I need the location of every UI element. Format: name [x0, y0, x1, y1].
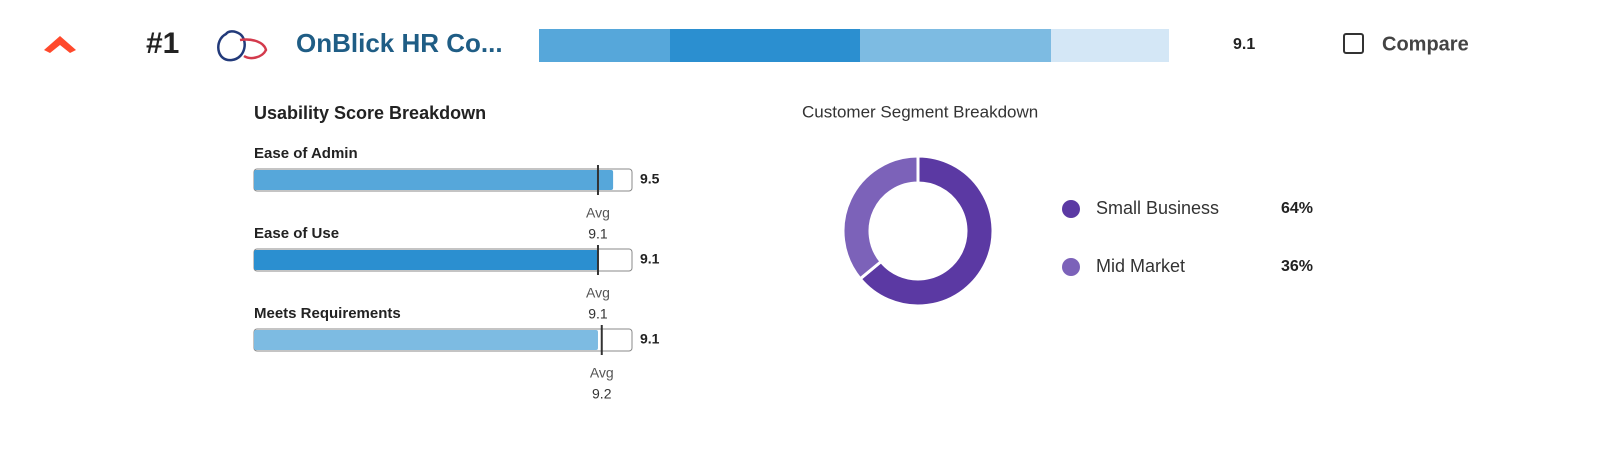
bar: [254, 250, 598, 270]
donut-segment: [858, 154, 995, 308]
metric-label: Ease of Admin: [254, 145, 358, 162]
legend-label: Small Business: [1096, 198, 1219, 218]
usability-title: Usability Score Breakdown: [254, 103, 486, 123]
overall-score-bar: [539, 29, 1169, 62]
legend-dot: [1062, 258, 1080, 276]
avg-label: Avg: [586, 285, 610, 301]
segment-percent: 36%: [1281, 258, 1313, 275]
avg-label: Avg: [586, 205, 610, 221]
upvote-icon[interactable]: [44, 36, 76, 53]
bar: [254, 330, 598, 350]
legend-dot: [1062, 200, 1080, 218]
donut-segment: [841, 154, 920, 281]
avg-value: 9.1: [588, 306, 608, 322]
rank: #1: [146, 27, 179, 60]
avg-label: Avg: [590, 365, 614, 381]
metric-label: Meets Requirements: [254, 305, 401, 322]
compare-label[interactable]: Compare: [1382, 33, 1469, 55]
overall-score: 9.1: [1233, 36, 1255, 53]
bar: [254, 170, 614, 190]
metric-label: Ease of Use: [254, 225, 339, 242]
avg-value: 9.1: [588, 226, 608, 242]
legend-label: Mid Market: [1096, 256, 1185, 276]
segment-percent: 64%: [1281, 200, 1313, 217]
score-segment: [1051, 29, 1169, 62]
metric-score: 9.5: [640, 171, 660, 187]
product-name[interactable]: OnBlick HR Co...: [296, 28, 503, 58]
score-segment: [670, 29, 860, 62]
product-logo: [217, 30, 268, 62]
score-segment: [539, 29, 670, 62]
compare-checkbox[interactable]: [1343, 33, 1364, 54]
metric-score: 9.1: [640, 251, 660, 267]
score-segment: [860, 29, 1051, 62]
avg-value: 9.2: [592, 386, 612, 402]
metric-score: 9.1: [640, 331, 660, 347]
segment-title: Customer Segment Breakdown: [802, 102, 1038, 121]
